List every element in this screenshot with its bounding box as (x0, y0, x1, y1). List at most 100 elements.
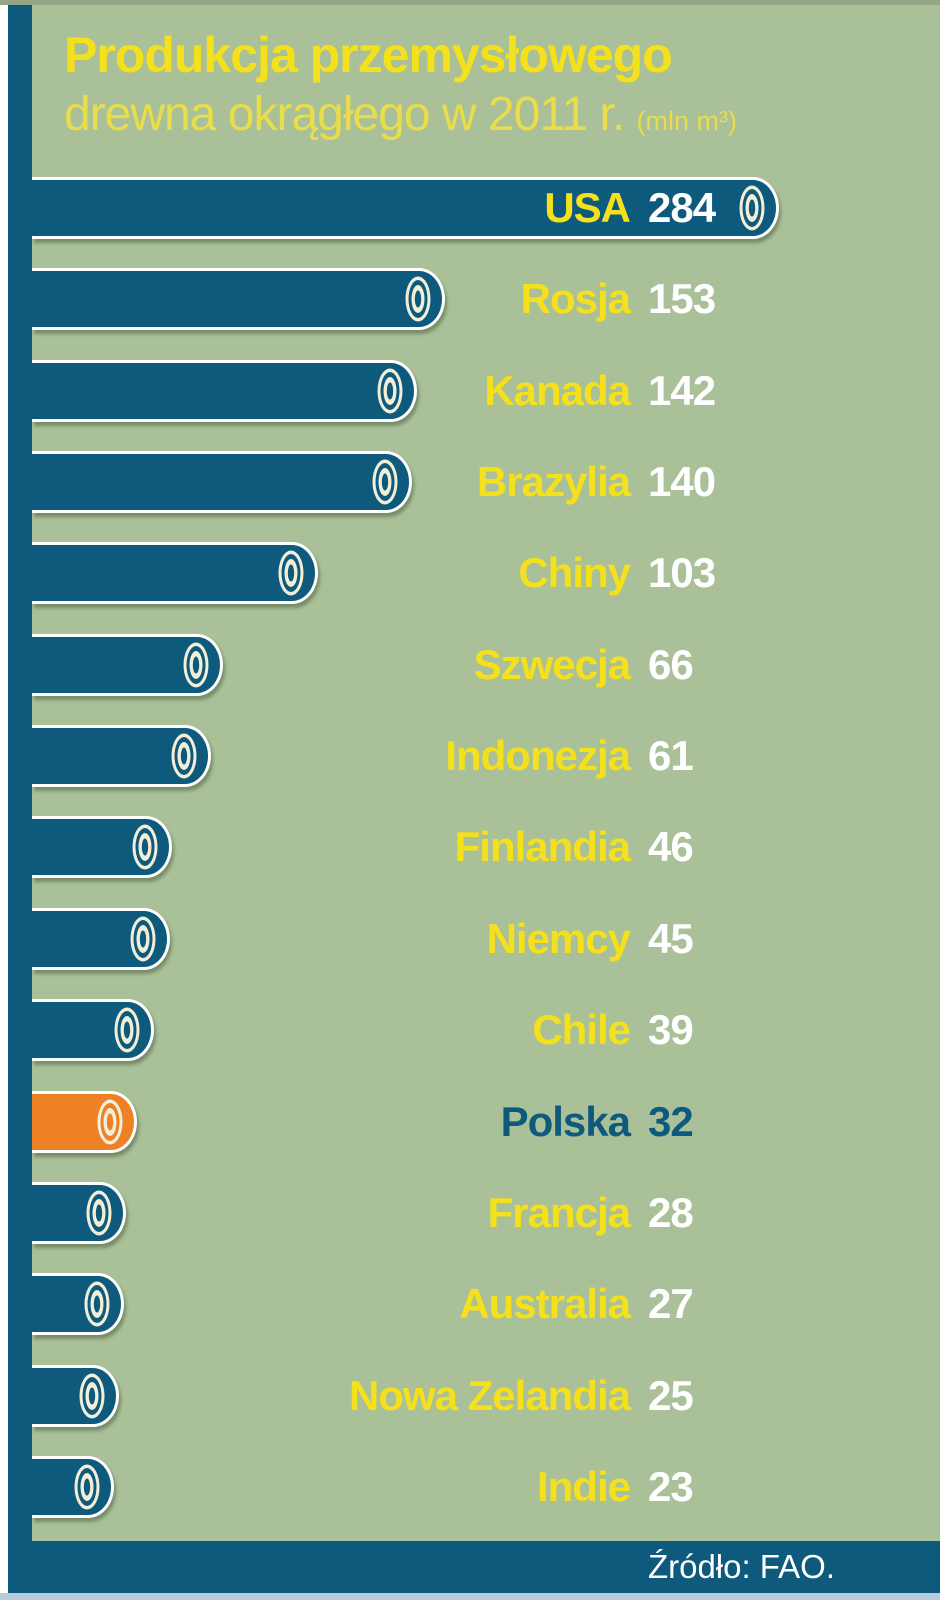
bar-labels: Australia 27 (0, 1273, 940, 1335)
bar-row-indie: Indie 23 (0, 1456, 940, 1518)
bar-polska (32, 1091, 137, 1153)
bar-labels: Indie 23 (0, 1456, 940, 1518)
country-label: Indie (536, 1463, 631, 1510)
country-label: Australia (459, 1280, 631, 1327)
country-label: Francja (487, 1189, 631, 1236)
log-end-icon (74, 1464, 100, 1510)
log-end-icon (278, 550, 304, 596)
bar-brazylia (32, 451, 412, 513)
value-label: 103 (648, 549, 716, 596)
log-end-icon (79, 1373, 105, 1419)
bar-row-polska: Polska 32 (0, 1091, 940, 1153)
bar-finlandia (32, 816, 172, 878)
bar-nowa-zelandia (32, 1365, 119, 1427)
log-end-icon (132, 824, 158, 870)
value-label: 32 (648, 1098, 694, 1145)
value-label: 66 (648, 641, 694, 688)
log-end-icon (84, 1281, 110, 1327)
log-end-icon (97, 1099, 123, 1145)
bar-row-francja: Francja 28 (0, 1182, 940, 1244)
bar-row-szwecja: Szwecja 66 (0, 634, 940, 696)
country-label: USA (544, 184, 631, 231)
bar-row-australia: Australia 27 (0, 1273, 940, 1335)
source-text: Źródło: FAO. (647, 1548, 835, 1585)
log-end-icon (183, 642, 209, 688)
log-end-icon (377, 368, 403, 414)
value-label: 45 (648, 915, 694, 962)
bar-labels: Kanada 142 (0, 360, 940, 422)
bar-labels: Szwecja 66 (0, 634, 940, 696)
country-label: Indonezja (445, 732, 631, 779)
bar-row-finlandia: Finlandia 46 (0, 816, 940, 878)
value-label: 28 (648, 1189, 694, 1236)
bar-labels: Nowa Zelandia 25 (0, 1365, 940, 1427)
country-label: Chiny (518, 549, 631, 596)
country-label: Chile (532, 1006, 631, 1053)
country-label: Brazylia (476, 458, 631, 505)
bar-labels: USA 284 (0, 177, 940, 239)
bar-labels: Rosja 153 (0, 268, 940, 330)
bar-row-niemcy: Niemcy 45 (0, 908, 940, 970)
bar-row-brazylia: Brazylia 140 (0, 451, 940, 513)
log-end-icon (405, 276, 431, 322)
bar-row-nowa-zelandia: Nowa Zelandia 25 (0, 1365, 940, 1427)
bar-labels: Chiny 103 (0, 542, 940, 604)
bar-labels: Indonezja 61 (0, 725, 940, 787)
top-edge-line (0, 0, 940, 5)
value-label: 39 (648, 1006, 694, 1053)
bar-labels: Chile 39 (0, 999, 940, 1061)
chart-subtitle-text: drewna okrągłego w 2011 r. (64, 88, 625, 141)
bar-chile (32, 999, 154, 1061)
value-label: 61 (648, 732, 694, 779)
country-label: Niemcy (486, 915, 631, 962)
log-end-icon (372, 459, 398, 505)
bar-labels: Niemcy 45 (0, 908, 940, 970)
bar-niemcy (32, 908, 170, 970)
bar-usa (32, 177, 779, 239)
value-label: 284 (648, 184, 716, 231)
bar-indonezja (32, 725, 211, 787)
bar-labels: Brazylia 140 (0, 451, 940, 513)
country-label: Rosja (520, 275, 631, 322)
log-end-icon (739, 185, 765, 231)
bar-szwecja (32, 634, 223, 696)
bar-row-chile: Chile 39 (0, 999, 940, 1061)
country-label: Finlandia (454, 823, 631, 870)
bar-indie (32, 1456, 114, 1518)
bar-rosja (32, 268, 445, 330)
bar-labels: Polska 32 (0, 1091, 940, 1153)
bottom-strip (0, 1593, 940, 1600)
source-bar: Źródło: FAO. (8, 1541, 940, 1593)
bar-row-rosja: Rosja 153 (0, 268, 940, 330)
axis-baseline-stripe (8, 5, 32, 1541)
country-label: Kanada (484, 367, 631, 414)
country-label: Nowa Zelandia (348, 1372, 631, 1419)
chart-unit: (mln m³) (636, 106, 737, 136)
bar-row-usa: USA 284 (0, 177, 940, 239)
log-end-icon (86, 1190, 112, 1236)
chart-subtitle: drewna okrągłego w 2011 r. (mln m³) (64, 86, 924, 150)
bar-kanada (32, 360, 417, 422)
log-end-icon (171, 733, 197, 779)
value-label: 25 (648, 1372, 694, 1419)
bar-labels: Finlandia 46 (0, 816, 940, 878)
bar-australia (32, 1273, 124, 1335)
value-label: 46 (648, 823, 694, 870)
bar-labels: Francja 28 (0, 1182, 940, 1244)
value-label: 140 (648, 458, 716, 505)
bar-chiny (32, 542, 318, 604)
log-end-icon (130, 916, 156, 962)
bar-row-indonezja: Indonezja 61 (0, 725, 940, 787)
country-label: Szwecja (473, 641, 631, 688)
bar-row-kanada: Kanada 142 (0, 360, 940, 422)
log-end-icon (114, 1007, 140, 1053)
title-block: Produkcja przemysłowego drewna okrągłego… (64, 24, 924, 150)
value-label: 142 (648, 367, 716, 414)
value-label: 27 (648, 1280, 694, 1327)
value-label: 153 (648, 275, 716, 322)
chart-title: Produkcja przemysłowego (64, 27, 673, 83)
bar-row-chiny: Chiny 103 (0, 542, 940, 604)
country-label: Polska (500, 1098, 631, 1145)
value-label: 23 (648, 1463, 694, 1510)
